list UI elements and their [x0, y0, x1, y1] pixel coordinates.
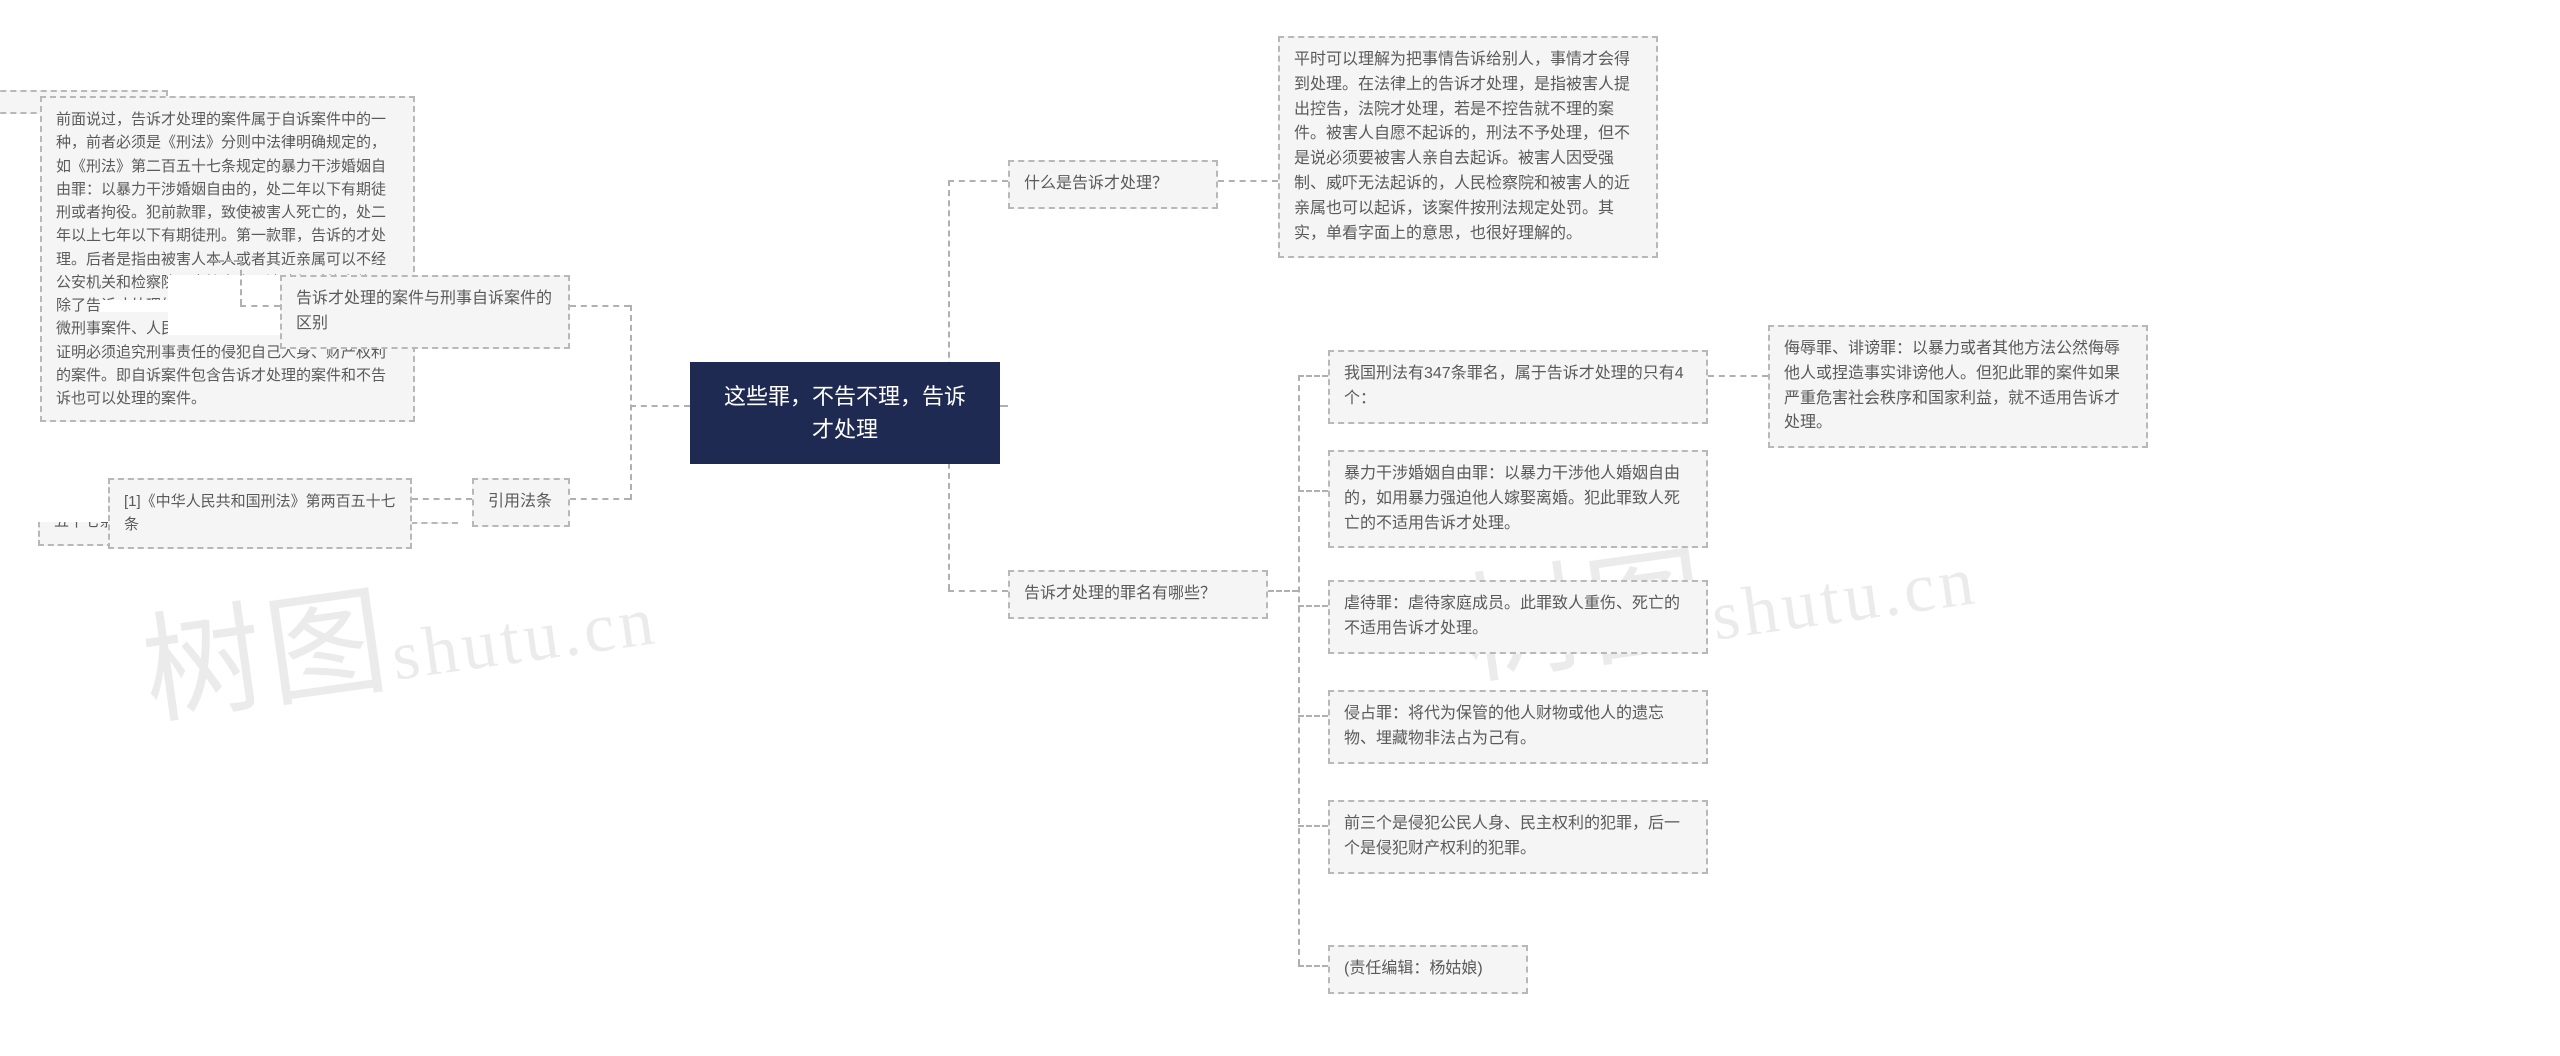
branch-q1: 什么是告诉才处理？ [1008, 160, 1218, 209]
connector [1298, 715, 1328, 717]
node-q2-c1-detail: 侮辱罪、诽谤罪：以暴力或者其他方法公然侮辱他人或捏造事实诽谤他人。但犯此罪的案件… [1768, 325, 2148, 448]
connector [1218, 180, 1278, 182]
connector [1298, 605, 1328, 607]
node-q2-c6: (责任编辑：杨姑娘) [1328, 945, 1528, 994]
connector [948, 590, 1008, 592]
connector [630, 405, 690, 407]
connector [1298, 375, 1300, 965]
stray-cover-1 [100, 300, 170, 312]
connector [1298, 375, 1328, 377]
connector [630, 305, 632, 500]
connector [412, 498, 472, 500]
branch-q2: 告诉才处理的罪名有哪些？ [1008, 570, 1268, 619]
connector [240, 260, 242, 305]
branch-left-2-new: 引用法条 [472, 478, 570, 527]
root-node-2: 这些罪，不告不理，告诉 才处理 [690, 362, 1000, 464]
branch-left-1-new: 告诉才处理的案件与刑事自诉案件的区别 [280, 275, 570, 349]
connector [570, 498, 630, 500]
connector [240, 305, 280, 307]
node-q1-detail: 平时可以理解为把事情告诉给别人，事情才会得到处理。在法律上的告诉才处理，是指被害… [1278, 36, 1658, 258]
node-q2-c1: 我国刑法有347条罪名，属于告诉才处理的只有4个： [1328, 350, 1708, 424]
connector [948, 180, 1008, 182]
connector [1298, 490, 1328, 492]
node-left-b2-detail-new: [1]《中华人民共和国刑法》第两百五十七条 [108, 478, 412, 549]
connector [570, 305, 630, 307]
connector [1298, 825, 1328, 827]
node-q2-c4: 侵占罪：将代为保管的他人财物或他人的遗忘物、埋藏物非法占为己有。 [1328, 690, 1708, 764]
connector [1000, 405, 1008, 407]
connector [1708, 375, 1768, 377]
connector [1268, 590, 1298, 592]
node-q2-c2: 暴力干涉婚姻自由罪：以暴力干涉他人婚姻自由的，如用暴力强迫他人嫁娶离婚。犯此罪致… [1328, 450, 1708, 548]
connector [210, 260, 240, 262]
node-q2-c5: 前三个是侵犯公民人身、民主权利的犯罪，后一个是侵犯财产权利的犯罪。 [1328, 800, 1708, 874]
connector [1298, 965, 1328, 967]
node-q2-c3: 虐待罪：虐待家庭成员。此罪致人重伤、死亡的不适用告诉才处理。 [1328, 580, 1708, 654]
